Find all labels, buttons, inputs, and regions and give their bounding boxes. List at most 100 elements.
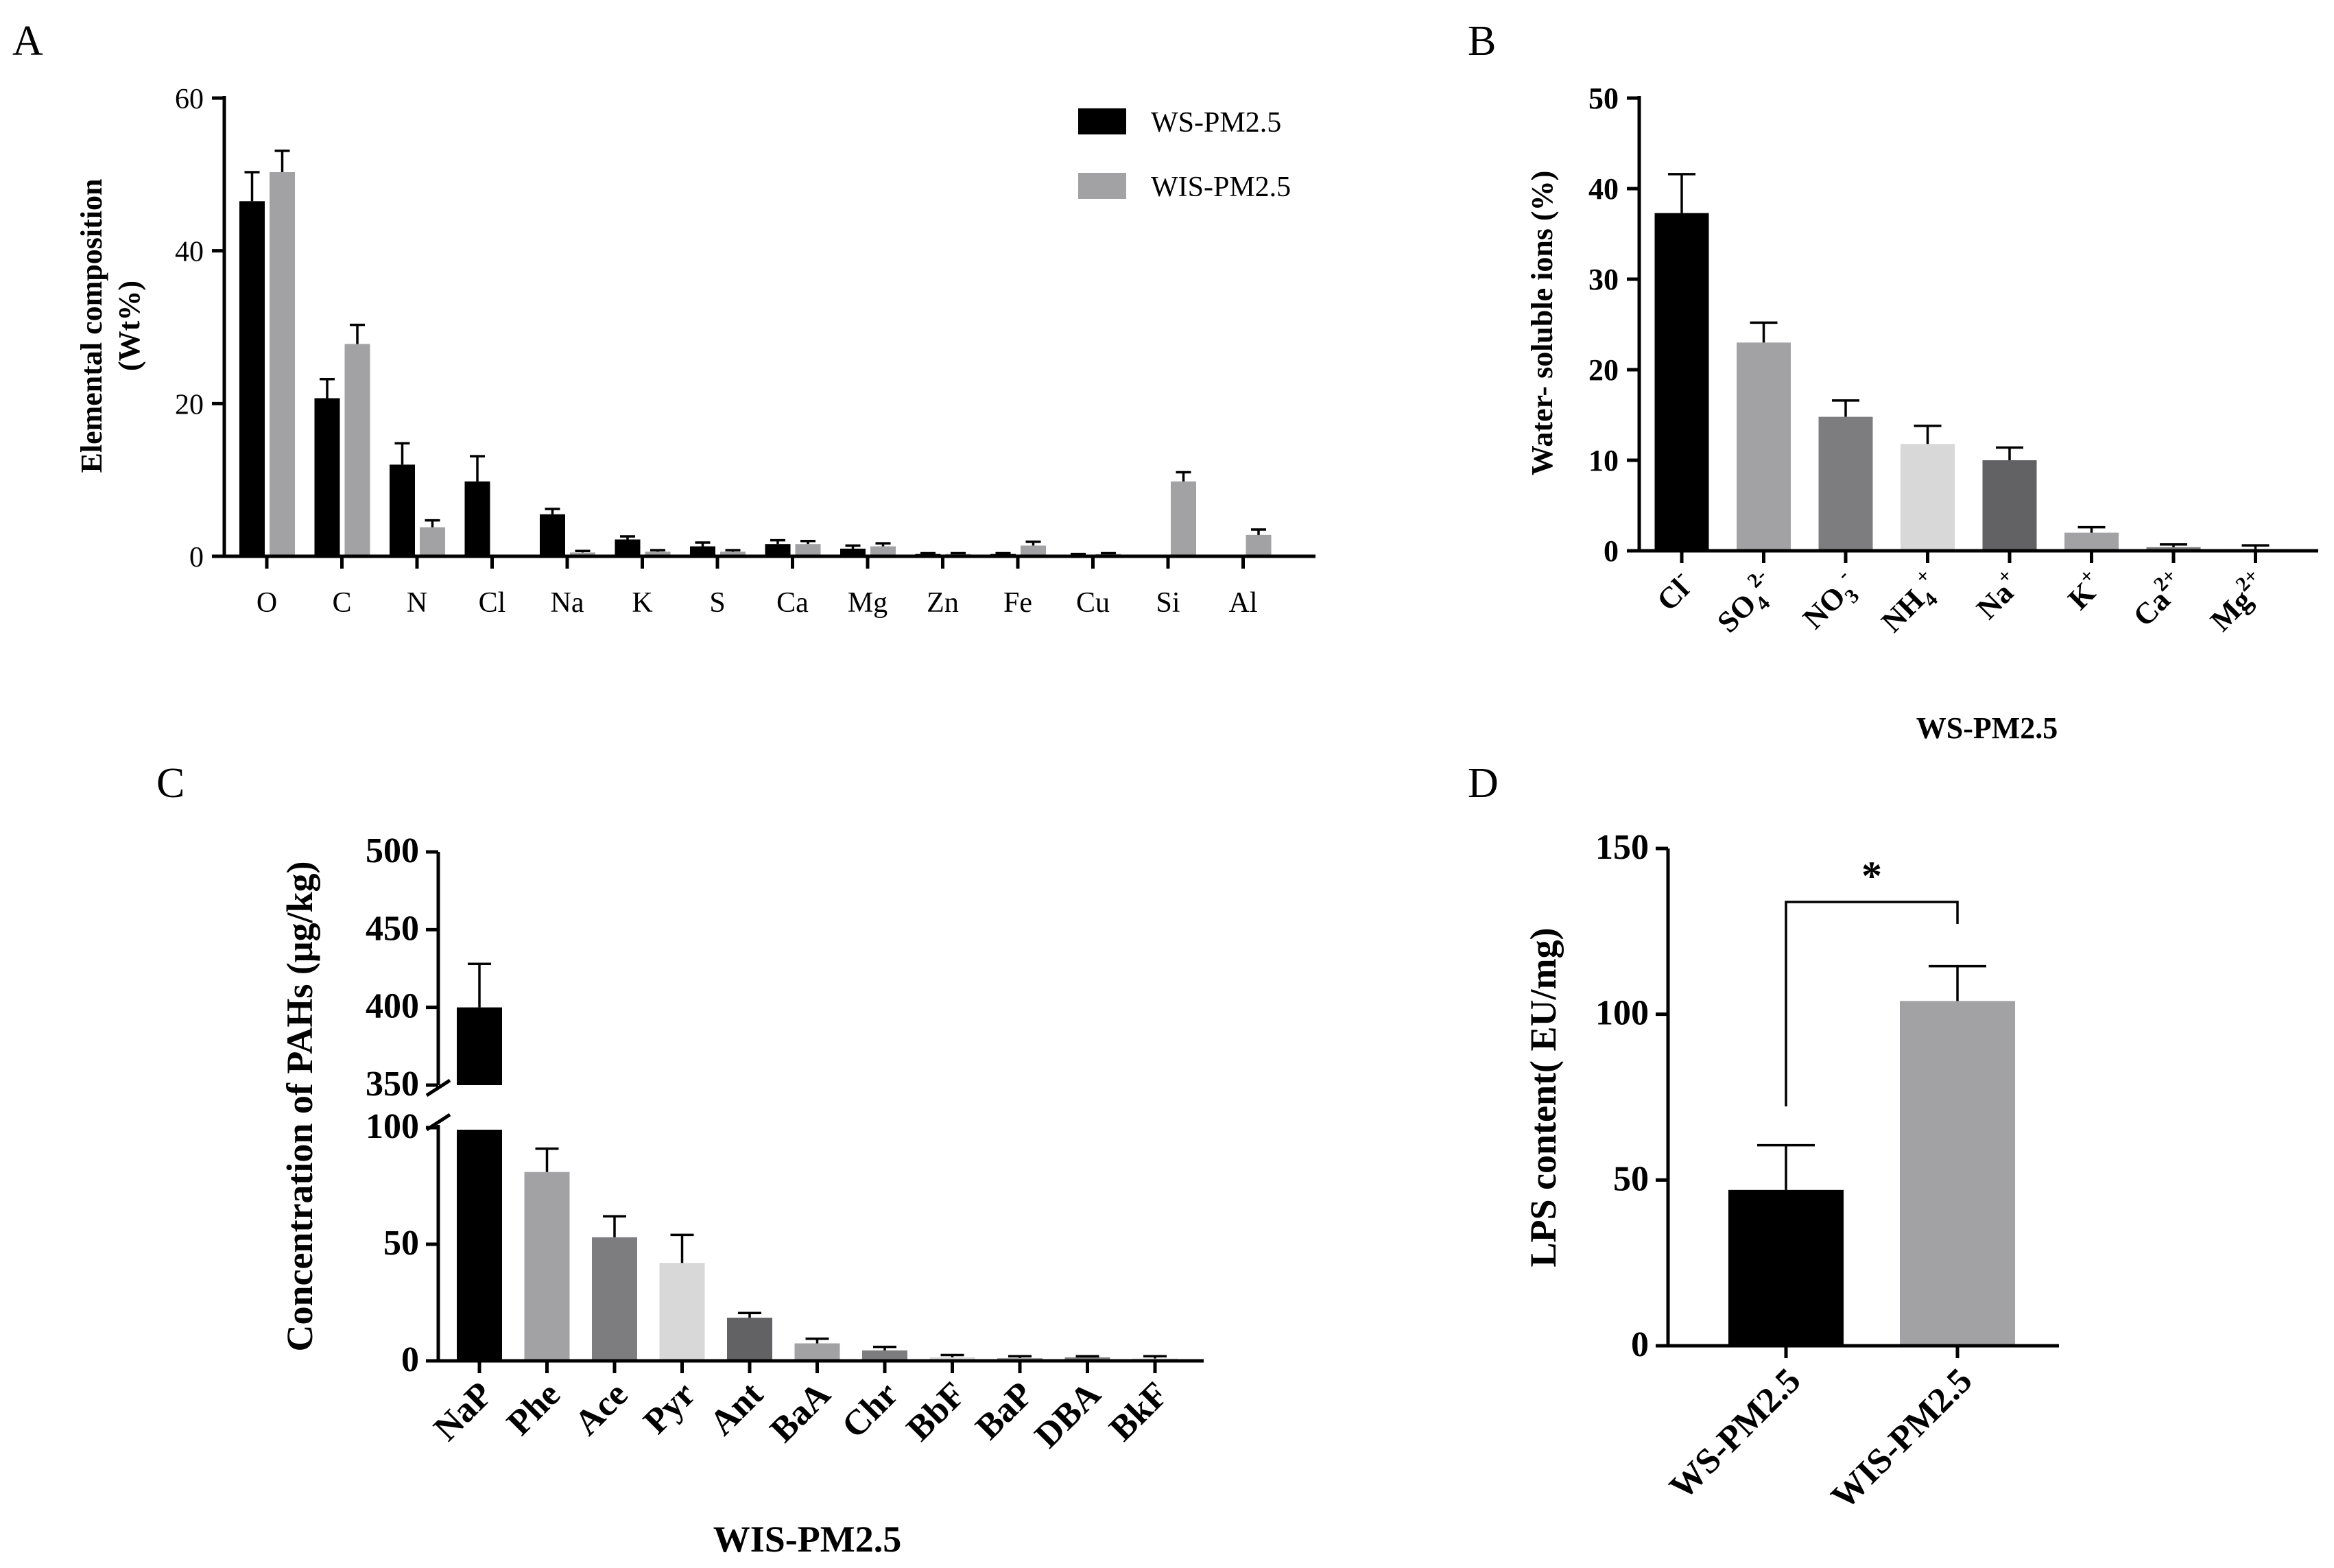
chart-c-xtick-label: NaP xyxy=(427,1375,501,1449)
bar-c xyxy=(592,1237,637,1361)
legend-swatch-ws xyxy=(1078,108,1126,134)
bar-a-ws xyxy=(239,201,265,556)
bar-a-wis xyxy=(270,171,295,556)
bar-c-upper xyxy=(457,1007,502,1085)
chart-c-xtick-label: BaA xyxy=(763,1375,838,1450)
errorbar-c xyxy=(873,1345,896,1351)
errorbar-a-wis xyxy=(274,150,290,172)
chart-d-axes xyxy=(1666,848,2059,1348)
errorbar-b xyxy=(1914,425,1942,444)
errorbar-a-wis xyxy=(350,323,365,344)
chart-c-xtick-label: DBA xyxy=(1027,1375,1108,1456)
chart-c-xtick-label: BkF xyxy=(1102,1375,1176,1449)
chart-b-xtick-label: NO3- xyxy=(1793,564,1868,639)
bar-a-ws xyxy=(840,548,866,556)
bar-c-lower xyxy=(457,1130,502,1361)
errorbar-a-ws xyxy=(545,508,560,514)
chart-a-xtick-label: Ca xyxy=(776,587,809,619)
legend-swatch-wis xyxy=(1078,173,1126,199)
chart-b-xtick-label: Ca2+ xyxy=(2123,564,2192,632)
bar-a-wis xyxy=(720,551,746,556)
chart-c-axis-lower xyxy=(436,1125,1204,1363)
bar-a-ws xyxy=(540,514,565,556)
chart-c-ytick-label: 400 xyxy=(366,987,419,1026)
chart-b-axes xyxy=(1637,96,2318,553)
bar-a-ws xyxy=(690,546,715,556)
bar-b xyxy=(1901,444,1955,551)
chart-b-xtick-label: Mg2+ xyxy=(2200,564,2274,637)
chart-b-xtick-label: Na+ xyxy=(1966,564,2028,626)
bar-a-wis xyxy=(344,344,370,556)
errorbar-a-wis xyxy=(575,549,591,553)
chart-b: Cl-SO42-NO3-NH4+ Na+ K+Ca2+Mg2+ 0 10 20 30 40 50… xyxy=(1525,82,2318,745)
chart-a-xtick-label: K xyxy=(632,587,652,619)
chart-a-y-title-line2: (Wt%) xyxy=(112,281,146,371)
chart-b-xtick-label: K+ xyxy=(2058,564,2110,616)
chart-a-xtick-label: Cu xyxy=(1076,587,1110,619)
bar-a-wis xyxy=(870,546,896,556)
chart-b-x-title: WS-PM2.5 xyxy=(1916,711,2058,745)
errorbar-c xyxy=(1008,1355,1032,1358)
bar-b xyxy=(1818,416,1873,551)
chart-b-ytick-label: 0 xyxy=(1604,534,1619,568)
chart-d-xtick-label: WIS-PM2.5 xyxy=(1824,1361,1979,1517)
chart-a-ytick-label: 0 xyxy=(189,542,204,573)
chart-a-ytick-label: 40 xyxy=(175,237,204,268)
bar-a-ws xyxy=(464,481,490,556)
chart-c-xtick-label: BaP xyxy=(968,1375,1041,1447)
bar-a-wis xyxy=(1246,534,1272,556)
chart-c-axis-break xyxy=(425,1078,451,1132)
errorbar-b xyxy=(1668,173,1695,213)
chart-b-ytick-label: 30 xyxy=(1588,263,1619,296)
panel-letter-a: A xyxy=(12,18,43,64)
chart-a-xtick-label: Fe xyxy=(1003,587,1032,619)
errorbar-b xyxy=(2077,525,2106,533)
errorbar-a-wis xyxy=(875,542,891,547)
chart-a-ytick-label: 20 xyxy=(175,389,204,420)
panel-letter-c: C xyxy=(156,760,184,807)
errorbar-b xyxy=(2241,544,2270,549)
bar-c xyxy=(727,1318,772,1361)
chart-a-xtick-label: C xyxy=(332,587,351,619)
chart-b-xtick-label: SO42- xyxy=(1707,564,1787,643)
panel-letter-d: D xyxy=(1468,760,1499,807)
chart-b-y-title: Water- soluble ions (%) xyxy=(1525,171,1559,475)
errorbar-c xyxy=(805,1337,829,1344)
chart-a-xtick-label: Si xyxy=(1156,587,1180,619)
bar-b xyxy=(1982,460,2037,551)
chart-c-xtick-label: Ant xyxy=(702,1375,771,1443)
chart-b-xtick-label: NH4+ xyxy=(1872,564,1951,643)
errorbar-c xyxy=(1075,1355,1099,1357)
errorbar-b xyxy=(2160,543,2187,547)
significance-bracket xyxy=(1785,901,1959,1106)
bar-a-wis xyxy=(1171,481,1196,556)
chart-b-xtick-label: Cl- xyxy=(1647,564,1700,617)
chart-c-xtick-label: Ace xyxy=(567,1375,636,1443)
chart-d: WS-PM2.5 WIS-PM2.5 0 50 100 150 LPS content( … xyxy=(1523,828,2059,1517)
errorbar-a-wis xyxy=(1025,541,1041,546)
chart-a-y-title-line1: Elemental composition xyxy=(75,179,108,473)
chart-a-axes xyxy=(222,96,1315,558)
chart-a-xtick-label: N xyxy=(407,587,427,619)
panel-letter-b: B xyxy=(1468,18,1496,64)
errorbar-b xyxy=(1996,446,2023,460)
errorbar-c xyxy=(738,1311,761,1318)
chart-d-ytick-label: 150 xyxy=(1595,828,1649,867)
chart-c-ytick-label: 50 xyxy=(383,1224,419,1263)
errorbar-a-ws xyxy=(470,455,485,482)
errorbar-a-wis xyxy=(725,549,741,552)
bar-a-ws xyxy=(765,544,791,556)
bar-c xyxy=(929,1357,975,1361)
chart-b-ytick-label: 40 xyxy=(1588,172,1619,206)
errorbar-a-ws xyxy=(695,541,711,547)
bar-c xyxy=(659,1263,705,1361)
bar-a-wis xyxy=(1021,545,1046,556)
errorbar-a-wis xyxy=(1251,528,1266,535)
chart-c-ytick-label: 350 xyxy=(366,1065,419,1104)
bar-b xyxy=(1737,342,1791,551)
bar-a-ws xyxy=(615,539,641,556)
errorbar-a-wis xyxy=(800,539,815,545)
chart-d-ytick-label: 50 xyxy=(1613,1159,1649,1198)
